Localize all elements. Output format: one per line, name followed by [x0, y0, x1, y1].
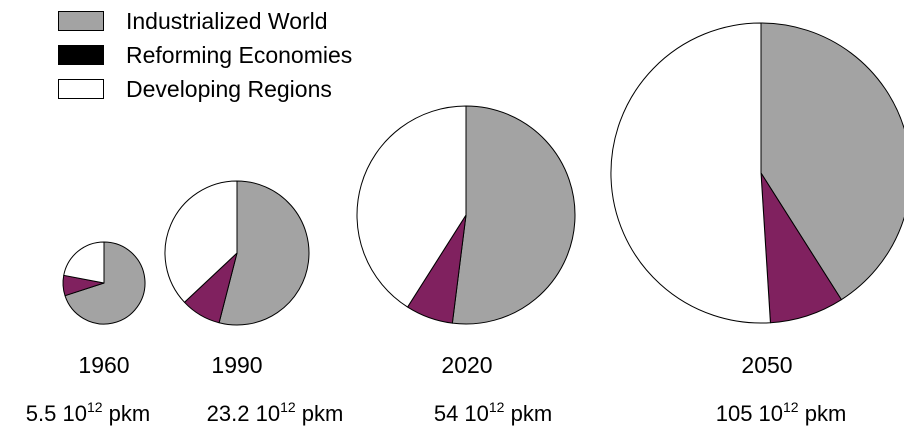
legend-swatch-developing — [58, 79, 104, 99]
slice-2020-developing — [356, 105, 467, 308]
pie-1990 — [164, 180, 310, 326]
total-label-2020: 54 1012 pkm — [433, 399, 553, 426]
year-label-1960: 1960 — [78, 352, 130, 378]
legend-swatch-reforming — [58, 45, 104, 65]
legend-item-industrialized: Industrialized World — [58, 7, 328, 35]
legend-item-developing: Developing Regions — [58, 75, 332, 103]
legend-label-reforming: Reforming Economies — [126, 41, 353, 68]
total-label-2050: 105 1012 pkm — [715, 399, 847, 426]
slice-1960-industrialized — [64, 241, 146, 325]
pie-2050 — [610, 22, 904, 324]
legend-label-developing: Developing Regions — [126, 75, 332, 102]
slice-1990-industrialized — [218, 180, 310, 326]
slice-1960-developing — [63, 241, 105, 284]
legend-item-reforming: Reforming Economies — [58, 41, 352, 69]
legend-label-industrialized: Industrialized World — [126, 7, 328, 34]
year-label-1990: 1990 — [211, 352, 263, 378]
slice-2050-industrialized — [760, 22, 904, 301]
pie-1960 — [62, 241, 146, 325]
legend-swatch-industrialized — [58, 11, 104, 31]
slice-2050-developing — [610, 22, 771, 324]
slice-2020-industrialized — [451, 105, 576, 325]
year-label-2020: 2020 — [441, 352, 493, 378]
pie-2020 — [356, 105, 576, 325]
total-label-1960: 5.5 1012 pkm — [25, 399, 151, 426]
total-label-1990: 23.2 1012 pkm — [206, 399, 344, 426]
slice-1990-developing — [164, 180, 238, 303]
year-label-2050: 2050 — [741, 352, 793, 378]
